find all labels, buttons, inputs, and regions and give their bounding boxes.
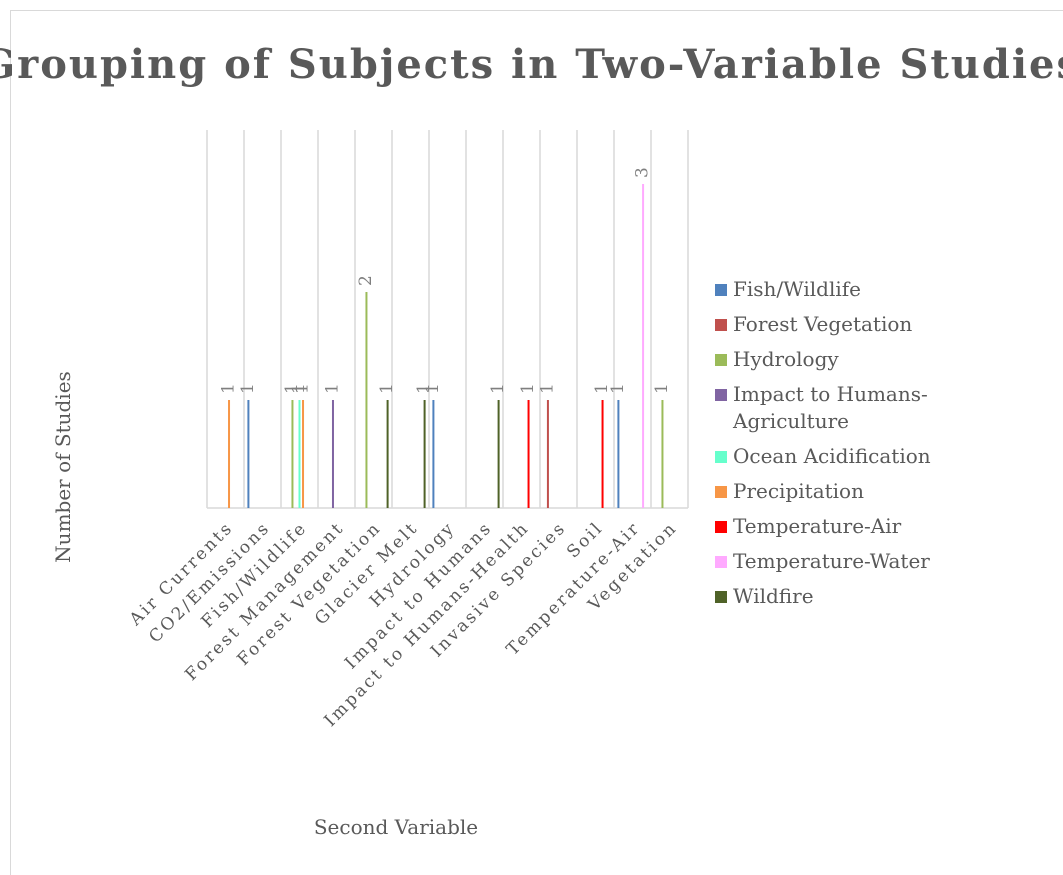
bar — [331, 400, 334, 508]
bar — [432, 400, 435, 508]
legend-item: Impact to Humans-Agriculture — [715, 381, 1015, 435]
bar — [497, 400, 500, 508]
bar — [601, 400, 604, 508]
data-label: 1 — [423, 383, 443, 394]
bar — [291, 400, 294, 508]
legend-item: Forest Vegetation — [715, 311, 1015, 338]
data-label: 1 — [238, 383, 258, 394]
data-label: 3 — [633, 167, 653, 178]
bar — [546, 400, 549, 508]
x-axis-title: Second Variable — [314, 815, 478, 839]
legend-swatch — [715, 451, 727, 463]
bar — [247, 400, 250, 508]
data-label: 1 — [592, 383, 612, 394]
y-axis-title: Number of Studies — [51, 371, 75, 563]
legend-label: Forest Vegetation — [733, 312, 913, 336]
legend-swatch — [715, 521, 727, 533]
data-label: 1 — [537, 383, 557, 394]
legend-label: Temperature-Water — [733, 549, 930, 573]
data-label: 1 — [518, 383, 538, 394]
chart-frame — [10, 10, 1063, 875]
legend-label: Precipitation — [733, 479, 864, 503]
data-label: 1 — [608, 383, 628, 394]
bar — [298, 400, 301, 508]
legend-label: Impact to Humans-Agriculture — [733, 382, 928, 433]
data-label: 1 — [289, 383, 309, 394]
legend-item: Ocean Acidification — [715, 443, 1015, 470]
data-label: 2 — [356, 275, 376, 286]
legend-item: Fish/Wildlife — [715, 276, 1015, 303]
legend-box: Fish/Wildlife Forest Vegetation Hydrology I… — [715, 276, 1015, 610]
data-label: 1 — [377, 383, 397, 394]
data-label: 1 — [414, 383, 434, 394]
legend-swatch — [715, 556, 727, 568]
legend-label: Fish/Wildlife — [733, 277, 861, 301]
bar — [302, 400, 305, 508]
data-label: 1 — [488, 383, 508, 394]
legend-swatch — [715, 591, 727, 603]
bar — [386, 400, 389, 508]
legend-swatch — [715, 486, 727, 498]
data-label: 1 — [293, 383, 313, 394]
data-label: 1 — [219, 383, 239, 394]
bar — [365, 292, 368, 508]
legend-label: Ocean Acidification — [733, 444, 931, 468]
legend-swatch — [715, 319, 727, 331]
data-label: 1 — [282, 383, 302, 394]
bar — [423, 400, 426, 508]
chart-title: Grouping of Subjects in Two-Variable Stu… — [0, 41, 1063, 88]
bar — [661, 400, 664, 508]
legend-label: Temperature-Air — [733, 514, 902, 538]
legend-item: Hydrology — [715, 346, 1015, 373]
legend-label: Hydrology — [733, 347, 839, 371]
data-label: 1 — [322, 383, 342, 394]
legend-swatch — [715, 389, 727, 401]
legend-swatch — [715, 284, 727, 296]
bar — [228, 400, 231, 508]
legend-item: Temperature-Air — [715, 513, 1015, 540]
data-label: 1 — [652, 383, 672, 394]
bar — [642, 184, 645, 508]
bar — [527, 400, 530, 508]
legend-item: Temperature-Water — [715, 548, 1015, 575]
legend-swatch — [715, 354, 727, 366]
bar — [617, 400, 620, 508]
legend-item: Precipitation — [715, 478, 1015, 505]
legend: Fish/Wildlife Forest Vegetation Hydrology I… — [715, 276, 1015, 610]
legend-item: Wildfire — [715, 583, 1015, 610]
legend-label: Wildfire — [733, 584, 814, 608]
